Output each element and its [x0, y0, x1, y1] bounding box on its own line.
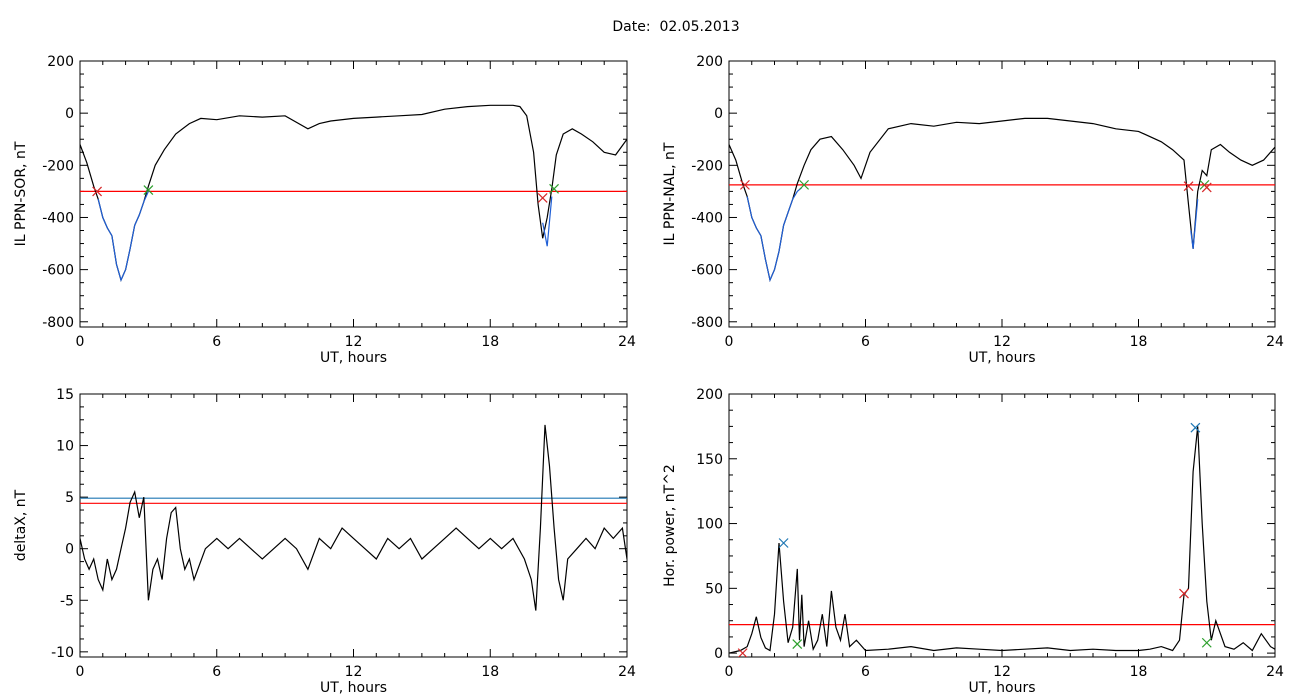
- x-tick-label: 18: [1130, 664, 1148, 680]
- chart-panel-deltax: 0 6 12 18 24 -10 -5 0 5 10 15 UT, hours deltaX, nT: [13, 387, 636, 696]
- chart-panel-nal: 0 6 12 18 24 -800 -600 -400 -200 0 200 UT, hours IL …: [662, 54, 1284, 366]
- y-tick-label: 0: [714, 106, 723, 122]
- series-line: [729, 117, 1275, 283]
- y-tick-label: -600: [42, 263, 74, 279]
- y-tick-label: -400: [691, 210, 723, 226]
- y-tick-label: -200: [42, 158, 74, 174]
- plot-area: [80, 424, 627, 611]
- y-tick-label: 10: [56, 439, 74, 455]
- x-tick-label: 12: [993, 334, 1011, 350]
- y-axis-label: deltaX, nT: [13, 489, 29, 561]
- y-axis-label: Hor. power, nT^2: [662, 464, 678, 587]
- series-line: [1190, 199, 1199, 249]
- x-tick-label: 12: [345, 334, 363, 350]
- series-line: [729, 426, 1275, 654]
- x-tick-label: 24: [618, 334, 636, 350]
- x-tick-label: 0: [76, 664, 85, 680]
- cross-marker: [740, 179, 750, 190]
- chart-panel-sor: 0 6 12 18 24 -800 -600 -400 -200 0 200 UT, hours IL …: [13, 54, 636, 366]
- y-tick-label: 100: [696, 517, 723, 533]
- x-axis-label: UT, hours: [968, 680, 1035, 696]
- x-axis-label: UT, hours: [320, 350, 387, 366]
- cross-marker: [778, 538, 789, 548]
- x-tick-label: 24: [1266, 334, 1284, 350]
- y-tick-label: -800: [42, 315, 74, 331]
- y-axis-label: IL PPN-SOR, nT: [13, 141, 29, 246]
- cross-marker: [537, 192, 548, 203]
- plot-area: [80, 104, 627, 282]
- cross-marker: [1201, 182, 1212, 193]
- y-tick-label: -10: [51, 645, 74, 661]
- x-tick-label: 24: [618, 664, 636, 680]
- y-tick-label: -600: [691, 263, 723, 279]
- series-line: [542, 196, 553, 247]
- y-tick-label: 5: [65, 490, 74, 506]
- cross-marker: [1201, 637, 1212, 648]
- page-title: Date: 02.05.2013: [612, 19, 740, 35]
- x-tick-label: 6: [212, 334, 221, 350]
- plot-area: [729, 422, 1275, 657]
- y-tick-label: 15: [56, 387, 74, 403]
- y-tick-label: 50: [705, 581, 723, 597]
- plot-frame: [728, 393, 1276, 658]
- x-axis-label: UT, hours: [968, 350, 1035, 366]
- x-tick-label: 0: [725, 334, 734, 350]
- y-tick-label: 0: [65, 106, 74, 122]
- cross-marker: [92, 186, 103, 197]
- series-line: [746, 187, 803, 283]
- x-tick-label: 0: [725, 664, 734, 680]
- x-tick-label: 6: [861, 334, 870, 350]
- x-tick-label: 0: [76, 334, 85, 350]
- cross-marker: [1183, 181, 1194, 192]
- cross-marker: [143, 185, 154, 196]
- series-line: [80, 104, 627, 282]
- x-tick-label: 6: [212, 664, 221, 680]
- y-tick-label: 150: [696, 452, 723, 468]
- y-tick-label: -400: [42, 210, 74, 226]
- plot-area: [729, 117, 1275, 283]
- x-axis-label: UT, hours: [320, 680, 387, 696]
- x-tick-label: 24: [1266, 664, 1284, 680]
- cross-marker: [799, 179, 809, 190]
- plot-frame: [728, 60, 1276, 328]
- y-tick-label: -200: [691, 158, 723, 174]
- cross-marker: [1190, 422, 1201, 433]
- plot-frame: [79, 60, 628, 328]
- x-tick-label: 18: [481, 334, 499, 350]
- cross-marker: [1179, 588, 1189, 599]
- y-tick-label: 200: [696, 54, 723, 70]
- y-tick-label: 0: [65, 542, 74, 558]
- series-line: [80, 424, 627, 611]
- x-tick-label: 18: [1130, 334, 1148, 350]
- cross-marker: [549, 183, 559, 194]
- x-tick-label: 12: [345, 664, 363, 680]
- y-tick-label: -5: [60, 593, 74, 609]
- y-tick-label: -800: [691, 315, 723, 331]
- chart-panel-hor-power: 0 6 12 18 24 0 50 100 150 200 UT, hours Hor. power,…: [662, 387, 1284, 696]
- cross-marker: [737, 648, 748, 657]
- x-tick-label: 6: [861, 664, 870, 680]
- y-tick-label: 200: [47, 54, 74, 70]
- cross-marker: [792, 639, 803, 649]
- series-line: [97, 191, 149, 282]
- y-tick-label: 200: [696, 387, 723, 403]
- x-tick-label: 18: [481, 664, 499, 680]
- y-axis-label: IL PPN-NAL, nT: [662, 142, 678, 245]
- x-tick-label: 12: [993, 664, 1011, 680]
- y-tick-label: 0: [714, 646, 723, 662]
